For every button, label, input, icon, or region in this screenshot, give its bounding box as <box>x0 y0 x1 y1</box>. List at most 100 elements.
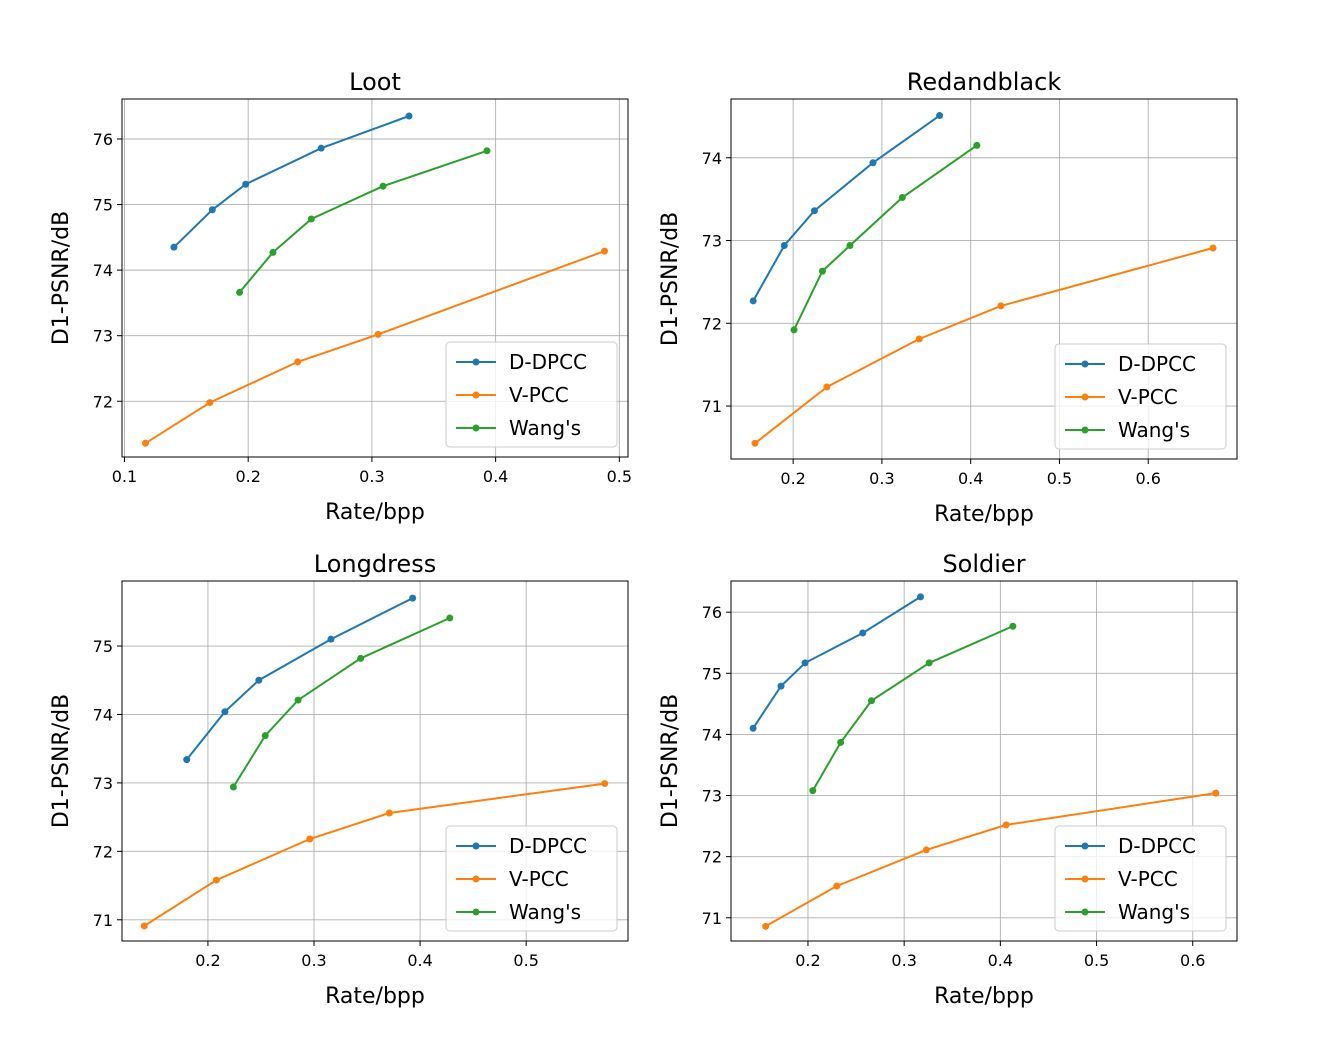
chart-title: Loot <box>349 68 401 96</box>
data-point <box>762 922 770 930</box>
chart-title: Soldier <box>942 550 1025 578</box>
x-tick-label: 0.2 <box>235 467 260 486</box>
y-tick-label: 73 <box>702 232 722 251</box>
legend-label: Wang's <box>509 900 581 924</box>
legend-label: V-PCC <box>509 383 569 407</box>
y-tick-label: 71 <box>93 911 113 930</box>
legend: D-DPCC V-PCC Wang's <box>445 825 618 932</box>
legend-label: Wang's <box>1118 900 1190 924</box>
y-tick-label: 73 <box>93 774 113 793</box>
y-tick-label: 76 <box>93 130 113 149</box>
legend: D-DPCC V-PCC Wang's <box>445 341 618 448</box>
x-tick-label: 0.5 <box>607 467 632 486</box>
data-point <box>294 696 302 704</box>
x-tick-label: 0.3 <box>359 467 384 486</box>
x-axis-label: Rate/bpp <box>934 502 1034 527</box>
y-tick-label: 72 <box>93 842 113 861</box>
legend-marker <box>472 358 480 366</box>
legend-marker <box>472 875 480 883</box>
data-point <box>749 297 757 305</box>
x-tick-label: 0.3 <box>869 469 894 488</box>
x-tick-label: 0.4 <box>483 467 508 486</box>
data-point <box>255 676 263 684</box>
legend-marker <box>1081 360 1089 368</box>
data-point <box>801 659 809 667</box>
y-tick-label: 73 <box>93 327 113 346</box>
data-point <box>1009 622 1017 630</box>
legend-marker <box>1081 393 1089 401</box>
data-point <box>236 288 244 296</box>
x-tick-label: 0.6 <box>1136 469 1161 488</box>
data-point <box>869 159 877 167</box>
data-point <box>374 330 382 338</box>
data-point <box>327 635 335 643</box>
chart-title: Redandblack <box>907 68 1062 96</box>
y-axis-label: D1-PSNR/dB <box>658 212 683 346</box>
legend-label: D-DPCC <box>509 350 587 374</box>
data-point <box>749 724 757 732</box>
data-point <box>925 659 933 667</box>
y-tick-label: 76 <box>702 603 722 622</box>
data-point <box>294 358 302 366</box>
y-tick-label: 72 <box>93 392 113 411</box>
x-tick-label: 0.4 <box>958 469 983 488</box>
legend: D-DPCC V-PCC Wang's <box>1054 825 1227 932</box>
data-point <box>846 241 854 249</box>
y-tick-label: 74 <box>702 149 722 168</box>
x-tick-label: 0.2 <box>795 951 820 970</box>
axes-frame <box>121 580 629 942</box>
data-point <box>997 302 1005 310</box>
data-point <box>601 780 609 788</box>
series-line-ddpcc <box>173 115 410 248</box>
data-point <box>229 783 237 791</box>
legend-box <box>1054 343 1227 450</box>
data-point <box>317 144 325 152</box>
x-tick-label: 0.4 <box>407 951 432 970</box>
series-line-ddpcc <box>185 597 414 761</box>
data-point <box>405 112 413 120</box>
data-point <box>936 112 944 120</box>
x-tick-label: 0.3 <box>301 951 326 970</box>
data-point <box>208 206 216 214</box>
y-tick-label: 75 <box>93 196 113 215</box>
data-point <box>823 383 831 391</box>
data-point <box>409 594 417 602</box>
series-line-wangs <box>811 625 1014 792</box>
legend-label: D-DPCC <box>1118 834 1196 858</box>
data-point <box>206 399 214 407</box>
data-point <box>242 180 250 188</box>
data-point <box>818 267 826 275</box>
data-point <box>170 243 178 251</box>
y-tick-label: 74 <box>93 261 113 280</box>
subplot-redandblack: 0.2 0.3 0.4 0.5 0.6 71 72 73 74 Redandblack Rate/b… <box>658 68 1238 527</box>
data-point <box>307 215 315 223</box>
x-tick-label: 0.5 <box>513 951 538 970</box>
data-point <box>600 247 608 255</box>
y-tick-label: 72 <box>702 314 722 333</box>
y-tick-label: 75 <box>93 637 113 656</box>
data-point <box>917 593 925 601</box>
x-tick-label: 0.6 <box>1180 951 1205 970</box>
legend-label: D-DPCC <box>1118 352 1196 376</box>
data-point <box>357 654 365 662</box>
series-line-ddpcc <box>752 596 922 729</box>
data-point <box>867 697 875 705</box>
x-tick-label: 0.2 <box>195 951 220 970</box>
data-point <box>306 835 314 843</box>
legend-box <box>445 825 618 932</box>
x-tick-label: 0.3 <box>891 951 916 970</box>
x-axis-label: Rate/bpp <box>325 984 425 1009</box>
legend-marker <box>472 391 480 399</box>
data-point <box>833 882 841 890</box>
data-point <box>183 756 191 764</box>
legend: D-DPCC V-PCC Wang's <box>1054 343 1227 450</box>
data-point <box>973 141 981 149</box>
data-point <box>483 147 491 155</box>
data-point <box>780 241 788 249</box>
data-point <box>140 922 148 930</box>
y-tick-label: 75 <box>702 664 722 683</box>
legend-marker <box>1081 875 1089 883</box>
legend-marker <box>472 842 480 850</box>
legend-marker <box>472 908 480 916</box>
